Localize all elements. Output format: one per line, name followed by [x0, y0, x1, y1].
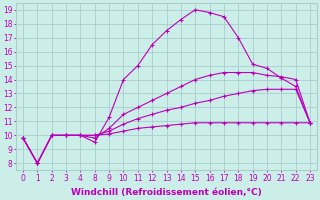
X-axis label: Windchill (Refroidissement éolien,°C): Windchill (Refroidissement éolien,°C) [71, 188, 262, 197]
